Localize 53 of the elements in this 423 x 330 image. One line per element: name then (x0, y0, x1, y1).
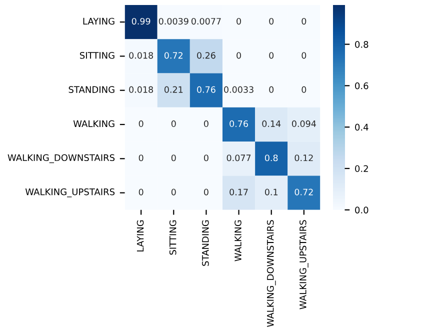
data-label: 0 (302, 86, 306, 93)
data-label: 0 (138, 154, 144, 162)
data-label: 0 (171, 154, 176, 162)
data-label: 0.0039 (158, 18, 188, 25)
y-tick-label: STANDING (68, 86, 114, 93)
data-label: 0.72 (164, 52, 183, 59)
color-bar-label: 0.6 (355, 82, 368, 90)
data-label: 0 (302, 18, 306, 25)
y-tick-label: LAYING (83, 18, 114, 25)
data-label: 0.018 (129, 86, 153, 93)
data-label: 0.1 (264, 188, 278, 196)
data-label: 0 (236, 52, 241, 59)
color-bar-label: 0.8 (355, 41, 368, 48)
x-tick-label: WALKING_UPSTAIRS (300, 220, 308, 310)
data-label: 0 (302, 52, 306, 59)
data-label: 0.077 (226, 154, 251, 162)
data-label: 0.0077 (191, 18, 221, 25)
x-tick-label: STANDING (202, 220, 209, 266)
color-bar-label: 0.2 (355, 165, 368, 172)
data-label: 0.0033 (224, 86, 254, 93)
data-label: 0 (269, 18, 274, 25)
data-label: 0.72 (294, 188, 313, 196)
color-bar-label: 0.0 (355, 206, 368, 214)
data-label: 0 (204, 120, 208, 128)
data-label: 0.99 (132, 18, 150, 25)
data-label: 0 (236, 18, 241, 25)
x-tick-label: LAYING (136, 220, 144, 252)
x-tick-label: WALKING (234, 220, 242, 262)
y-tick-label: WALKING_UPSTAIRS (25, 188, 115, 198)
data-label: 0 (269, 52, 274, 59)
data-label: 0.14 (262, 120, 281, 128)
data-label: 0.8 (264, 154, 278, 162)
data-label: 0.12 (294, 154, 313, 162)
data-label: 0 (204, 188, 208, 196)
y-tick-label: WALKING (73, 120, 114, 128)
data-label: 0 (171, 120, 176, 128)
x-tick-label: WALKING_DOWNSTAIRS (266, 220, 276, 327)
data-label: 0 (138, 120, 144, 128)
data-label: 0 (171, 188, 176, 196)
data-label: 0.76 (230, 120, 248, 128)
data-label: 0.094 (292, 120, 316, 128)
data-label: 0.21 (164, 86, 183, 93)
y-tick-label: WALKING_DOWNSTAIRS (8, 154, 115, 164)
data-label: 0 (204, 154, 208, 162)
data-label: 0.26 (197, 52, 216, 59)
y-tick-label: SITTING (80, 52, 114, 59)
color-bar-label: 0.4 (355, 124, 368, 131)
data-label: 0 (269, 86, 274, 93)
x-tick-label: SITTING (169, 220, 176, 255)
data-label: 0.76 (197, 86, 216, 93)
data-label: 0.018 (129, 52, 153, 59)
data-label: 0.17 (230, 188, 248, 196)
data-label: 0 (138, 188, 144, 196)
